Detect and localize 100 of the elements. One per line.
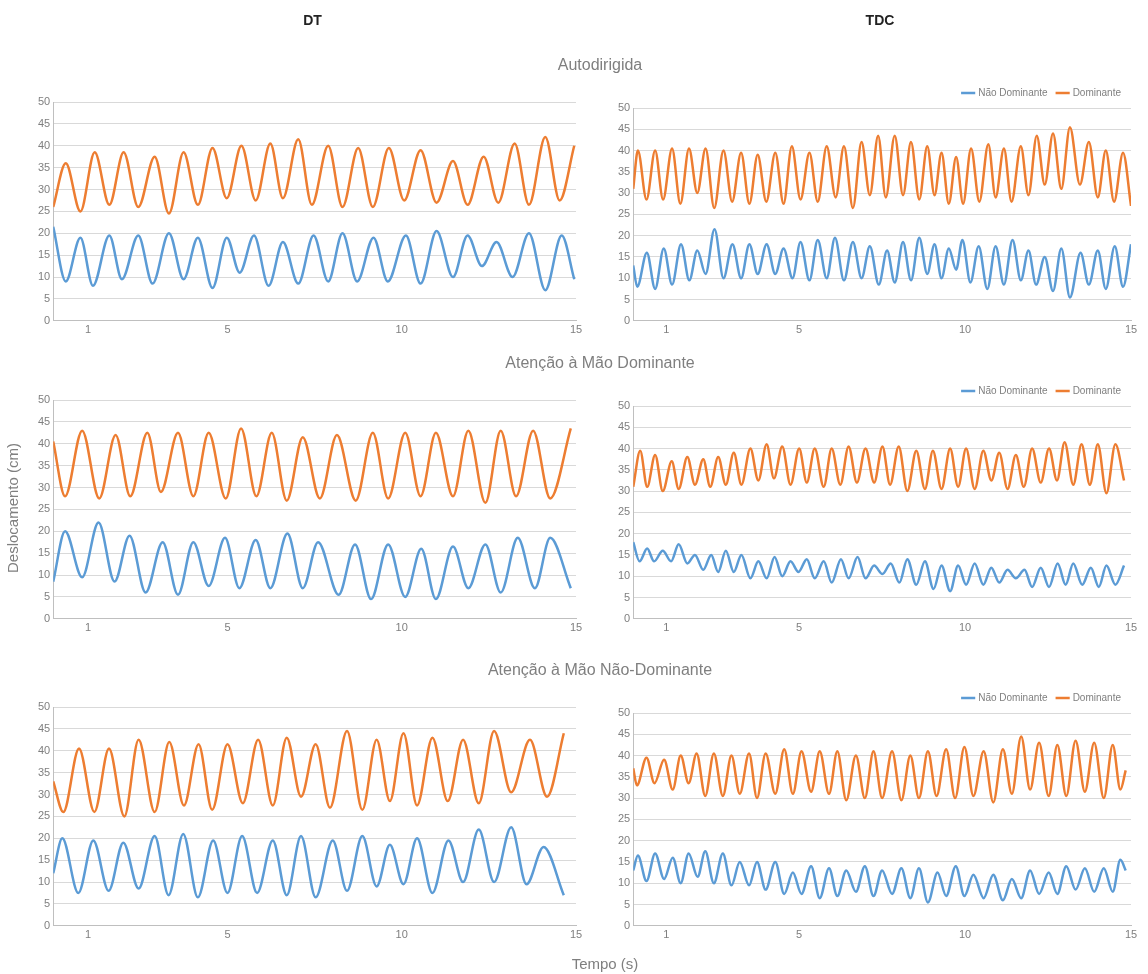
- y-tick-label: 30: [617, 186, 631, 199]
- legend-label: Não Dominante: [978, 384, 1049, 396]
- y-tick-label: 25: [617, 505, 631, 518]
- x-tick-label: 15: [569, 621, 583, 634]
- y-tick-label: 30: [617, 484, 631, 497]
- y-tick-label: 50: [617, 706, 631, 719]
- y-tick-label: 50: [37, 95, 51, 108]
- y-tick-label: 20: [617, 228, 631, 241]
- y-tick-label: 0: [44, 918, 51, 931]
- chart-title: Atenção à Mão Não-Dominante: [487, 661, 713, 679]
- y-tick-label: 40: [37, 743, 51, 756]
- x-tick-label: 1: [663, 323, 670, 336]
- y-tick-label: 45: [617, 727, 631, 740]
- x-tick-label: 15: [1124, 621, 1138, 634]
- y-tick-label: 40: [617, 441, 631, 454]
- x-tick-label: 5: [224, 928, 231, 941]
- y-tick-label: 35: [37, 458, 51, 471]
- chart-subtitle: DT: [303, 12, 322, 28]
- y-tick-label: 20: [617, 526, 631, 539]
- line-series: [633, 440, 1126, 495]
- x-tick-label: 5: [796, 323, 803, 336]
- x-tick-label: 5: [224, 323, 231, 336]
- y-tick-label: 25: [37, 204, 51, 217]
- y-tick-label: 40: [617, 143, 631, 156]
- y-tick-label: 20: [37, 831, 51, 844]
- y-tick-label: 15: [37, 546, 51, 559]
- y-tick-label: 30: [617, 791, 631, 804]
- y-tick-label: 25: [617, 812, 631, 825]
- y-tick-label: 5: [44, 896, 51, 909]
- y-axis-title: Deslocamento (cm): [3, 442, 21, 574]
- x-tick-label: 10: [958, 621, 972, 634]
- y-tick-label: 10: [37, 270, 51, 283]
- y-tick-label: 0: [624, 918, 631, 931]
- line-series: [633, 850, 1127, 904]
- y-tick-label: 40: [617, 748, 631, 761]
- y-tick-label: 30: [37, 182, 51, 195]
- y-tick-label: 40: [37, 436, 51, 449]
- line-series: [633, 735, 1127, 804]
- x-tick-label: 1: [85, 928, 92, 941]
- y-tick-label: 45: [617, 420, 631, 433]
- y-tick-label: 30: [37, 787, 51, 800]
- x-tick-label: 10: [395, 928, 408, 941]
- y-tick-label: 10: [617, 271, 631, 284]
- y-tick-label: 50: [617, 399, 631, 412]
- y-tick-label: 10: [37, 568, 51, 581]
- x-tick-label: 10: [958, 323, 972, 336]
- y-tick-label: 50: [37, 393, 51, 406]
- x-axis-title: Tempo (s): [571, 955, 639, 972]
- y-tick-label: 50: [617, 101, 631, 114]
- y-tick-label: 10: [37, 875, 51, 888]
- line-series: [633, 125, 1131, 210]
- legend-label: Dominante: [1072, 384, 1122, 396]
- y-tick-label: 15: [617, 547, 631, 560]
- y-tick-label: 45: [37, 414, 51, 427]
- y-tick-label: 15: [617, 249, 631, 262]
- y-tick-label: 0: [44, 313, 51, 326]
- y-tick-label: 45: [617, 122, 631, 135]
- chart-title: Autodirigida: [557, 56, 643, 74]
- line-series: [53, 225, 576, 292]
- legend-label: Dominante: [1072, 691, 1122, 703]
- y-tick-label: 30: [37, 480, 51, 493]
- chart-subtitle: TDC: [865, 12, 895, 28]
- x-tick-label: 15: [1124, 928, 1138, 941]
- y-tick-label: 15: [37, 853, 51, 866]
- y-tick-label: 35: [617, 462, 631, 475]
- x-tick-label: 1: [85, 621, 92, 634]
- y-tick-label: 50: [37, 700, 51, 713]
- y-tick-label: 15: [617, 854, 631, 867]
- y-tick-label: 20: [617, 833, 631, 846]
- line-series: [633, 228, 1131, 299]
- y-tick-label: 5: [624, 292, 631, 305]
- x-tick-label: 15: [569, 928, 583, 941]
- y-tick-label: 25: [37, 809, 51, 822]
- y-tick-label: 20: [37, 524, 51, 537]
- line-series: [53, 826, 566, 899]
- y-tick-label: 25: [37, 502, 51, 515]
- x-tick-label: 1: [663, 928, 670, 941]
- y-tick-label: 0: [624, 611, 631, 624]
- y-tick-label: 5: [624, 897, 631, 910]
- y-tick-label: 15: [37, 248, 51, 261]
- y-tick-label: 35: [617, 164, 631, 177]
- y-tick-label: 45: [37, 116, 51, 129]
- line-series: [53, 427, 573, 505]
- x-tick-label: 5: [796, 928, 803, 941]
- y-tick-label: 20: [37, 226, 51, 239]
- line-series: [53, 135, 576, 215]
- y-tick-label: 10: [617, 569, 631, 582]
- x-tick-label: 5: [796, 621, 803, 634]
- y-tick-label: 5: [44, 291, 51, 304]
- chart-title: Atenção à Mão Dominante: [505, 354, 695, 372]
- x-tick-label: 5: [224, 621, 231, 634]
- y-tick-label: 35: [617, 769, 631, 782]
- y-tick-label: 0: [44, 611, 51, 624]
- x-tick-label: 1: [85, 323, 92, 336]
- line-series: [53, 521, 573, 601]
- x-tick-label: 10: [395, 621, 408, 634]
- line-series: [53, 729, 566, 818]
- y-tick-label: 5: [624, 590, 631, 603]
- y-tick-label: 0: [624, 313, 631, 326]
- y-tick-label: 25: [617, 207, 631, 220]
